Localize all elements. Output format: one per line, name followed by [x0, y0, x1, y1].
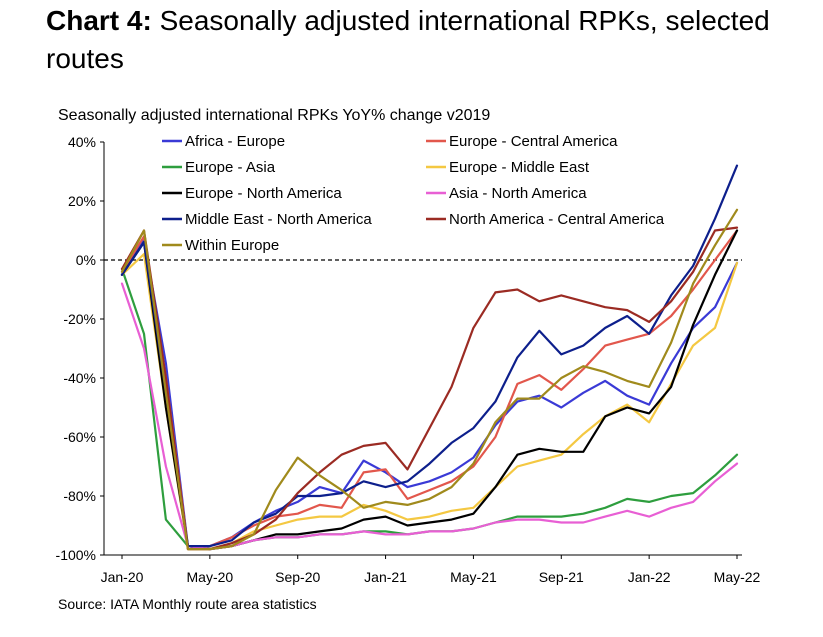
legend-label: Africa - Europe [185, 133, 285, 150]
y-tick-label: 40% [68, 134, 96, 150]
y-tick-label: -60% [63, 429, 96, 445]
series-line [120, 267, 739, 551]
x-tick-label: May-20 [187, 569, 234, 585]
x-tick-label: Jan-20 [101, 569, 144, 585]
legend-label: Within Europe [185, 237, 279, 254]
x-tick-label: May-21 [450, 569, 497, 585]
y-tick-label: 20% [68, 193, 96, 209]
legend-label: Europe - Central America [449, 133, 618, 150]
legend-label: Europe - Asia [185, 159, 276, 176]
x-tick-label: Sep-21 [539, 569, 584, 585]
x-tick-label: Sep-20 [275, 569, 320, 585]
x-tick-label: May-22 [714, 569, 761, 585]
series-line [120, 282, 739, 551]
y-tick-label: -20% [63, 311, 96, 327]
legend-label: North America - Central America [449, 211, 665, 228]
legend-label: Europe - Middle East [449, 159, 590, 176]
legend-label: Asia - North America [449, 185, 587, 202]
line-chart: 40% 20% 0% -20% -40% -60% -80% -100% Jan-20 May-2… [56, 133, 761, 585]
legend-label: Middle East - North America [185, 211, 372, 228]
y-tick-label: -40% [63, 370, 96, 386]
series-line [120, 164, 739, 548]
x-tick-label: Jan-22 [628, 569, 671, 585]
series-line [120, 229, 739, 548]
y-tick-label: -100% [56, 547, 96, 563]
x-tick-label: Jan-21 [364, 569, 407, 585]
series-line [120, 253, 739, 551]
series-line [120, 238, 739, 548]
chart-number: Chart 4: [46, 5, 152, 36]
chart-subtitle: Seasonally adjusted international RPKs Y… [58, 107, 491, 124]
chart-title: Chart 4: Seasonally adjusted internation… [46, 2, 806, 78]
y-tick-label: 0% [76, 252, 96, 268]
series-line [120, 208, 739, 551]
source-note: Source: IATA Monthly route area statisti… [58, 596, 317, 612]
chart-title-text: Seasonally adjusted international RPKs, … [46, 5, 770, 74]
legend-label: Europe - North America [185, 185, 342, 202]
y-tick-label: -80% [63, 488, 96, 504]
series-line [120, 226, 739, 551]
